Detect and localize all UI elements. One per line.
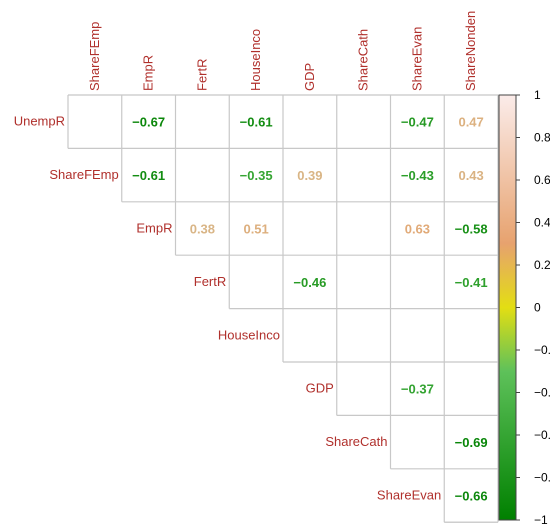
cell-value: −0.46 <box>293 275 326 290</box>
colorbar-ticks: 1 0.8 0.6 0.4 0.2 0 −0.2 −0.4 −0.6 −0.8 −1 <box>516 88 550 527</box>
row-label: ShareCath <box>325 434 387 449</box>
cell-value: −0.67 <box>132 115 165 130</box>
colorbar-tick-label: −0.4 <box>534 386 550 400</box>
colorbar-tick-label: 0.8 <box>534 131 550 145</box>
cell-value: −0.37 <box>401 382 434 397</box>
column-label: FertR <box>194 59 209 92</box>
colorbar-tick-label: 0.2 <box>534 258 550 272</box>
column-label: ShareFEmp <box>87 22 102 91</box>
row-label: GDP <box>306 381 334 396</box>
cell-value: 0.39 <box>297 168 322 183</box>
column-label: EmpR <box>141 55 156 91</box>
cell-value: −0.61 <box>132 168 165 183</box>
cell-value: −0.58 <box>455 222 488 237</box>
column-label: ShareNonden <box>463 11 478 91</box>
row-label: HouseInco <box>218 327 280 342</box>
colorbar-tick-label: −0.2 <box>534 343 550 357</box>
cell-value: −0.41 <box>455 275 488 290</box>
cell-value: 0.51 <box>243 222 268 237</box>
colorbar-gradient <box>498 94 517 521</box>
cell-value: 0.43 <box>458 168 483 183</box>
colorbar-tick-label: 0 <box>534 301 541 315</box>
row-label: EmpR <box>136 221 172 236</box>
row-label: UnempR <box>14 114 65 129</box>
colorbar-tick-label: 0.4 <box>534 216 550 230</box>
cell-value: −0.43 <box>401 168 434 183</box>
cell-value: −0.47 <box>401 115 434 130</box>
row-labels: UnempR ShareFEmp EmpR FertR HouseInco GDP Shar… <box>14 114 442 503</box>
row-label: FertR <box>194 274 227 289</box>
column-label: GDP <box>302 63 317 91</box>
cell-values: −0.67 −0.61 −0.47 0.47 −0.61 −0.35 0.39 −0.43 0.… <box>132 115 487 504</box>
colorbar-tick-label: 1 <box>534 88 541 102</box>
colorbar-tick-label: −1 <box>534 513 548 527</box>
cell-value: −0.69 <box>455 435 488 450</box>
colorbar-tick-label: −0.6 <box>534 428 550 442</box>
column-label: HouseInco <box>248 29 263 91</box>
column-labels: ShareFEmp EmpR FertR HouseInco GDP ShareCath S… <box>87 11 478 91</box>
colorbar: 1 0.8 0.6 0.4 0.2 0 −0.2 −0.4 −0.6 −0.8 −1 <box>498 88 550 527</box>
cell-value: 0.63 <box>405 222 430 237</box>
cell-value: −0.61 <box>240 115 273 130</box>
row-label: ShareFEmp <box>49 167 118 182</box>
row-label: ShareEvan <box>377 488 441 503</box>
column-label: ShareCath <box>356 29 371 91</box>
colorbar-tick-label: 0.6 <box>534 173 550 187</box>
colorbar-tick-label: −0.8 <box>534 471 550 485</box>
column-label: ShareEvan <box>409 27 424 91</box>
matrix-grid <box>67 94 499 523</box>
cell-value: 0.47 <box>458 115 483 130</box>
cell-value: −0.35 <box>240 168 273 183</box>
cell-value: 0.38 <box>190 222 215 237</box>
cell-value: −0.66 <box>455 489 488 504</box>
